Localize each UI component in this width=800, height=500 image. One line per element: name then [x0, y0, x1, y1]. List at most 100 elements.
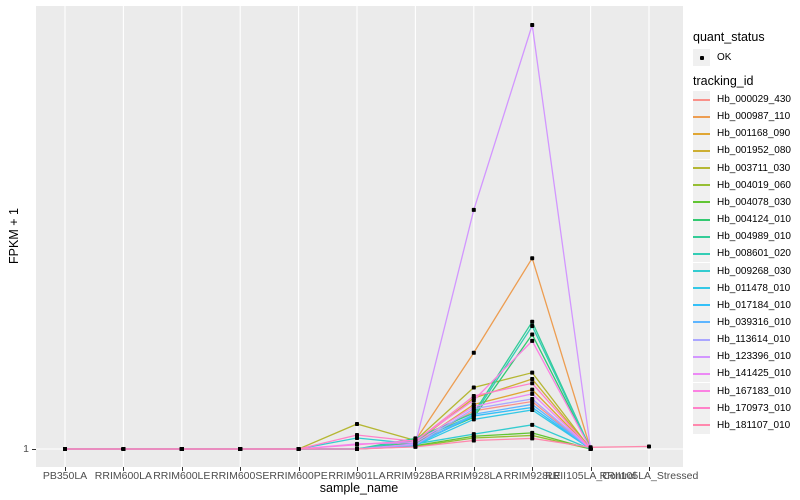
- y-axis-title: FPKM + 1: [7, 208, 21, 264]
- x-tick-label-RRIM928LE: RRIM928LE: [503, 470, 561, 482]
- legend-line-icon: [693, 355, 710, 358]
- legend-key: [693, 382, 710, 400]
- data-point: [530, 338, 535, 343]
- legend-item-Hb_123396_010: Hb_123396_010: [693, 348, 791, 366]
- data-point: [530, 23, 535, 27]
- x-tick-mark: [298, 467, 300, 471]
- data-point: [588, 445, 593, 450]
- legend-item-Hb_003711_030: Hb_003711_030: [693, 159, 791, 177]
- data-point: [530, 396, 535, 401]
- x-tick-label-RRIM600PE: RRIM600PE: [269, 470, 328, 482]
- legend-line-icon: [693, 235, 710, 238]
- legend-item-Hb_141425_010: Hb_141425_010: [693, 365, 791, 383]
- x-tick-mark: [532, 467, 534, 471]
- legend-line-icon: [693, 321, 710, 324]
- data-point: [471, 412, 476, 417]
- x-tick-label-RRII105LA_Control: RRII105LA_Control: [545, 470, 637, 482]
- x-tick-mark: [590, 467, 592, 471]
- data-point: [355, 421, 359, 426]
- data-point: [471, 398, 476, 403]
- legend-item-label: Hb_170973_010: [717, 402, 791, 414]
- x-tick-mark: [357, 467, 358, 471]
- legend-key: [693, 125, 710, 143]
- legend-item-Hb_017184_010: Hb_017184_010: [693, 296, 791, 314]
- x-tick-mark: [181, 467, 183, 471]
- data-point: [63, 447, 67, 451]
- data-point: [530, 319, 535, 324]
- legend-line-icon: [693, 115, 710, 118]
- legend-item-Hb_039316_010: Hb_039316_010: [693, 313, 791, 331]
- legend-item-label: Hb_004124_010: [717, 214, 791, 226]
- legend-key: [693, 262, 710, 280]
- legend-key: [693, 176, 710, 194]
- legend-item-label: Hb_167183_010: [717, 385, 791, 397]
- legend-key: [693, 416, 710, 434]
- legend-line-icon: [693, 252, 710, 255]
- x-tick-label-RRIM928BA: RRIM928BA: [386, 470, 445, 482]
- x-tick-label-RRIM600LA: RRIM600LA: [94, 470, 152, 482]
- plot-canvas: [36, 6, 683, 467]
- legend-item-Hb_001168_090: Hb_001168_090: [693, 125, 790, 143]
- legend-key: [693, 279, 710, 297]
- legend-line-icon: [693, 98, 710, 101]
- x-tick-mark: [240, 467, 242, 471]
- legend-key: [693, 399, 710, 417]
- legend-key: [693, 348, 710, 366]
- x-tick-label-PB350LA: PB350LA: [42, 470, 88, 482]
- legend-key: [693, 49, 710, 66]
- x-tick-mark: [473, 467, 475, 471]
- legend-line-icon: [693, 270, 710, 272]
- data-point: [530, 370, 535, 375]
- data-point: [530, 332, 535, 337]
- legend-key: [693, 108, 710, 126]
- legend-line-icon: [693, 184, 710, 187]
- x-tick-label-RRIM600LE: RRIM600LE: [153, 470, 211, 482]
- data-point: [647, 444, 651, 449]
- legend-key: [693, 331, 710, 349]
- data-point: [296, 447, 301, 451]
- legend-line-icon: [693, 407, 710, 410]
- x-tick-mark: [123, 467, 125, 471]
- legend-key: [693, 296, 710, 314]
- data-point: [471, 394, 476, 398]
- legend-item-Hb_000987_110: Hb_000987_110: [693, 108, 790, 126]
- legend-item-label: Hb_000029_430: [717, 94, 791, 105]
- data-point: [471, 417, 476, 422]
- legend-key: [693, 313, 710, 331]
- legend-key: [693, 193, 710, 211]
- legend-line-icon: [693, 304, 710, 307]
- data-point: [530, 391, 535, 396]
- legend-item-Hb_181107_010: Hb_181107_010: [693, 416, 790, 434]
- plot-panel: [36, 6, 683, 467]
- legend-line-icon: [693, 287, 710, 290]
- legend-item-label: Hb_003711_030: [717, 162, 791, 174]
- x-tick-mark: [65, 467, 66, 471]
- legend-item-Hb_011478_010: Hb_011478_010: [693, 279, 791, 297]
- legend-key: [693, 365, 710, 383]
- point-icon: [699, 55, 704, 60]
- legend-line-icon: [693, 149, 710, 152]
- legend-key: [693, 228, 710, 246]
- legend-item-Hb_004019_060: Hb_004019_060: [693, 176, 791, 194]
- data-point: [530, 381, 535, 386]
- x-axis-title: sample_name: [319, 481, 399, 495]
- legend-item-label: Hb_004019_060: [717, 179, 791, 191]
- series-line-Hb_004124_010: [65, 333, 592, 450]
- legend-item-Hb_170973_010: Hb_170973_010: [693, 399, 791, 417]
- legend-item-Hb_004124_010: Hb_004124_010: [693, 211, 791, 229]
- legend-item-label: Hb_004078_030: [717, 196, 791, 208]
- data-point: [355, 442, 359, 447]
- data-point: [530, 436, 535, 441]
- legend-title-tracking-id: tracking_id: [693, 74, 754, 88]
- legend-item-Hb_008601_020: Hb_008601_020: [693, 245, 791, 263]
- legend-item-ok: OK: [693, 49, 731, 66]
- legend-line-icon: [693, 424, 710, 427]
- legend-item-label: OK: [717, 52, 732, 63]
- legend-item-label: Hb_011478_010: [717, 282, 791, 294]
- legend-item-label: Hb_123396_010: [717, 351, 791, 363]
- legend-item-Hb_000029_430: Hb_000029_430: [693, 91, 791, 108]
- legend-key: [693, 142, 710, 160]
- legend-line-icon: [693, 338, 710, 341]
- x-tick-mark: [415, 467, 417, 471]
